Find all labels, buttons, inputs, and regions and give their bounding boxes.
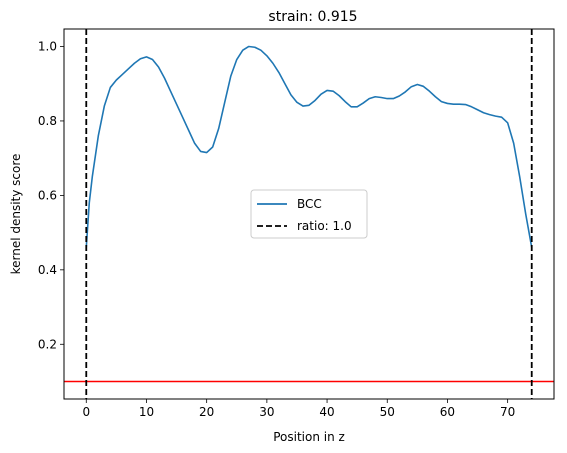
- x-tick-label: 20: [199, 405, 214, 419]
- plot-frame: [63, 28, 555, 400]
- y-tick-label: 0.4: [38, 263, 57, 277]
- x-axis-ticks: 0 10 20 30 40 50 60 70: [82, 399, 515, 419]
- x-tick-label: 70: [500, 405, 515, 419]
- y-tick-label: 0.8: [38, 114, 57, 128]
- x-tick-label: 30: [259, 405, 274, 419]
- x-tick-label: 10: [139, 405, 154, 419]
- x-axis-label: Position in z: [273, 430, 345, 444]
- x-tick-label: 50: [380, 405, 395, 419]
- plot-lines: [64, 29, 554, 399]
- legend: BCC ratio: 1.0: [250, 189, 368, 239]
- chart-title: strain: 0.915: [268, 9, 357, 25]
- x-tick-label: 60: [440, 405, 455, 419]
- x-tick-label: 0: [82, 405, 90, 419]
- y-axis-label: kernel density score: [9, 154, 23, 275]
- y-tick-label: 1.0: [38, 39, 57, 53]
- y-axis-ticks: 0.2 0.4 0.6 0.8 1.0: [38, 39, 64, 351]
- series-line-bcc: [85, 45, 533, 248]
- legend-bcc-label: BCC: [297, 197, 322, 211]
- legend-ratio-label: ratio: 1.0: [297, 219, 352, 233]
- x-tick-label: 40: [319, 405, 334, 419]
- y-tick-label: 0.2: [38, 337, 57, 351]
- y-tick-label: 0.6: [38, 188, 57, 202]
